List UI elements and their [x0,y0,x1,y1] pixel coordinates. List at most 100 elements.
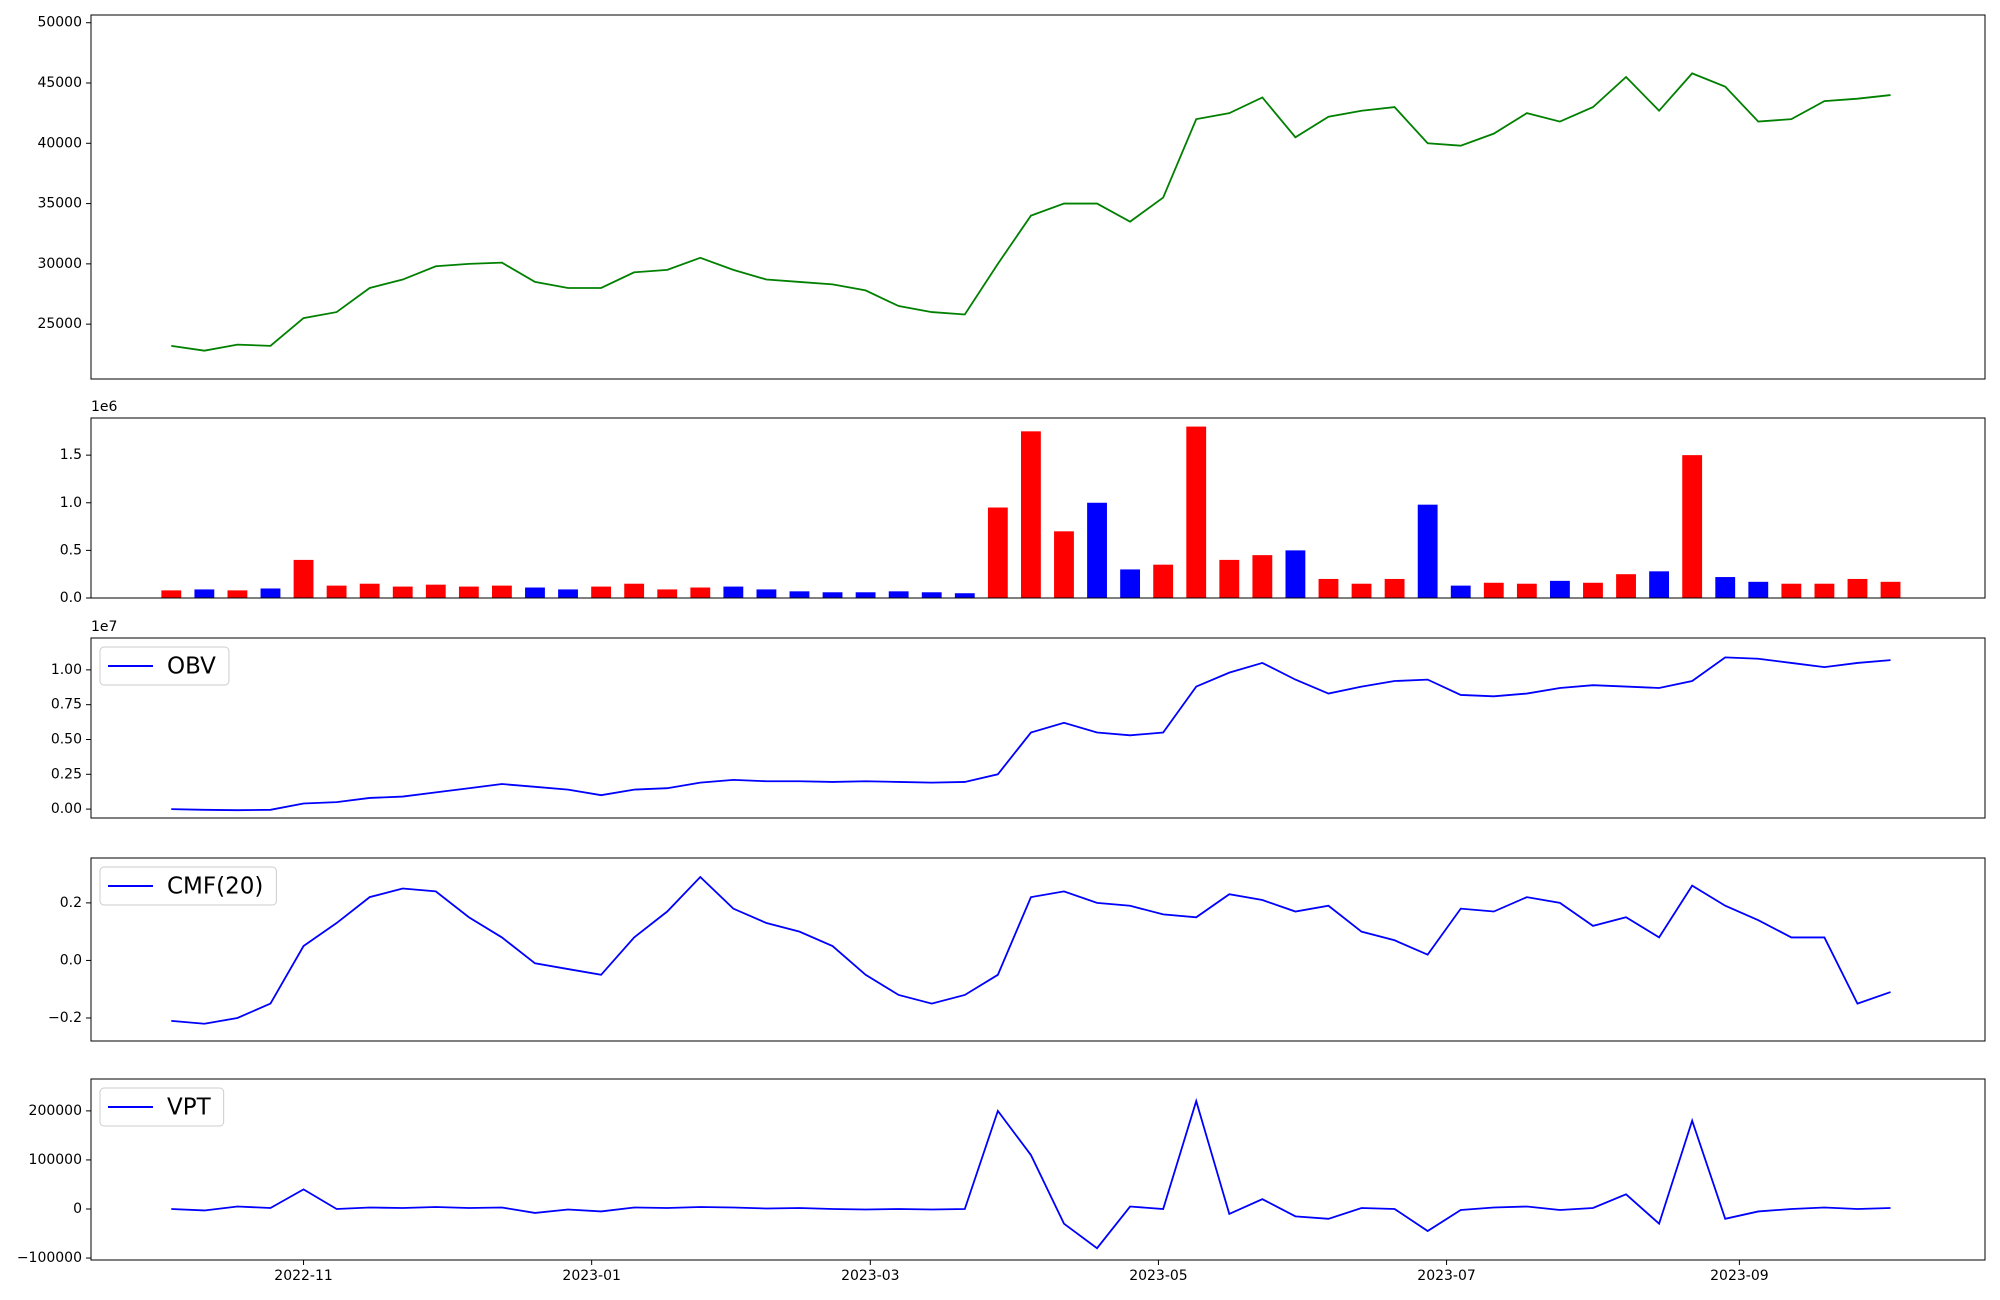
bar [954,593,975,598]
y-tick-label: 30000 [37,256,82,272]
legend: OBV [99,646,230,686]
bar [888,591,909,598]
y-tick-label: 0.00 [51,801,82,817]
bar [525,587,545,598]
bar [1516,583,1537,598]
bar [293,559,314,598]
panel: −0.2 0.0 0.2 CMF(20) [48,857,1986,1042]
bar [1649,571,1670,598]
x-tick-label: 2023-03 [841,1268,900,1284]
bar [1715,577,1736,598]
legend-box [99,1087,225,1127]
line [171,875,1891,1025]
panel: 25000 30000 35000 40000 45000 50000 [37,14,1986,380]
panel-frame [90,857,1986,1042]
legend-box [99,646,230,686]
bar [1120,569,1141,598]
line [171,72,1891,352]
x-tick-label: 2023-05 [1129,1268,1188,1284]
line [171,656,1891,812]
y-offset-text: 1e7 [91,619,117,635]
y-tick-label: 1.0 [60,495,82,511]
bar [425,584,446,598]
y-tick-label: 50000 [37,15,82,31]
bar [1847,578,1868,598]
y-tick-label: 200000 [29,1103,82,1119]
y-tick-label: −0.2 [48,1010,82,1026]
bar [1054,531,1074,598]
bar [194,589,215,598]
bar [1417,504,1438,598]
bar [624,583,645,598]
bar [987,507,1008,598]
bar [1384,578,1405,598]
bar [756,589,777,598]
y-tick-label: 1.5 [60,447,82,463]
bar [1020,431,1041,598]
x-tick-label: 2023-01 [562,1268,621,1284]
bar [1153,564,1174,598]
bar [855,592,876,598]
bar [1682,455,1703,598]
bar [690,587,711,598]
panel-frame [90,14,1986,380]
panel: 0.0 0.5 1.0 1.5 1e6 [60,399,1986,606]
line [171,1097,1891,1250]
y-tick-label: 0 [73,1201,82,1217]
legend: VPT [99,1087,225,1127]
bar [1219,559,1240,598]
bar [1549,580,1570,598]
bar [1186,426,1207,598]
bar [1285,550,1306,598]
y-tick-label: 1.00 [51,662,82,678]
x-tick-label: 2023-07 [1417,1268,1476,1284]
y-tick-label: 0.0 [60,590,82,606]
bar [1814,583,1835,598]
bar [558,589,578,598]
y-tick-label: 0.75 [51,697,82,713]
y-tick-label: 40000 [37,135,82,151]
bar [260,588,281,598]
y-tick-label: 35000 [37,196,82,212]
y-tick-label: 100000 [29,1152,82,1168]
legend-label: VPT [167,1095,212,1121]
bar [161,590,182,598]
y-tick-label: 0.50 [51,731,82,747]
panel: 0.00 0.25 0.50 0.75 1.00 1e7 OBV [51,619,1986,819]
y-tick-label: 0.2 [60,895,82,911]
bar [392,586,413,598]
bar [1616,574,1636,598]
bar [458,586,479,598]
bar [789,591,810,598]
bar [723,586,744,598]
bar [591,586,612,598]
bar [326,585,347,598]
bar [1483,582,1504,598]
panel: −100000 0 100000 200000 2022-11 2023-01 2023-0… [17,1078,1986,1284]
legend-label: OBV [167,654,216,680]
bar [657,589,678,598]
bar [1087,502,1107,598]
panel-frame [90,417,1986,599]
bar [359,583,380,598]
x-tick-label: 2023-09 [1710,1268,1769,1284]
bar [491,585,512,598]
legend-box [99,866,277,906]
y-tick-label: 0.25 [51,766,82,782]
bar [1880,581,1901,598]
panel-frame [90,637,1986,819]
legend-label: CMF(20) [167,874,263,900]
bar [1252,555,1273,598]
y-tick-label: 25000 [37,316,82,332]
bar [1781,583,1802,598]
y-tick-label: 0.5 [60,542,82,558]
bar [822,592,843,598]
panel-frame [90,1078,1986,1261]
y-tick-label: 0.0 [60,952,82,968]
y-tick-label: −100000 [17,1250,82,1266]
bar [1450,585,1471,598]
bar [1351,583,1372,598]
y-offset-text: 1e6 [91,399,118,415]
bar [227,590,248,598]
